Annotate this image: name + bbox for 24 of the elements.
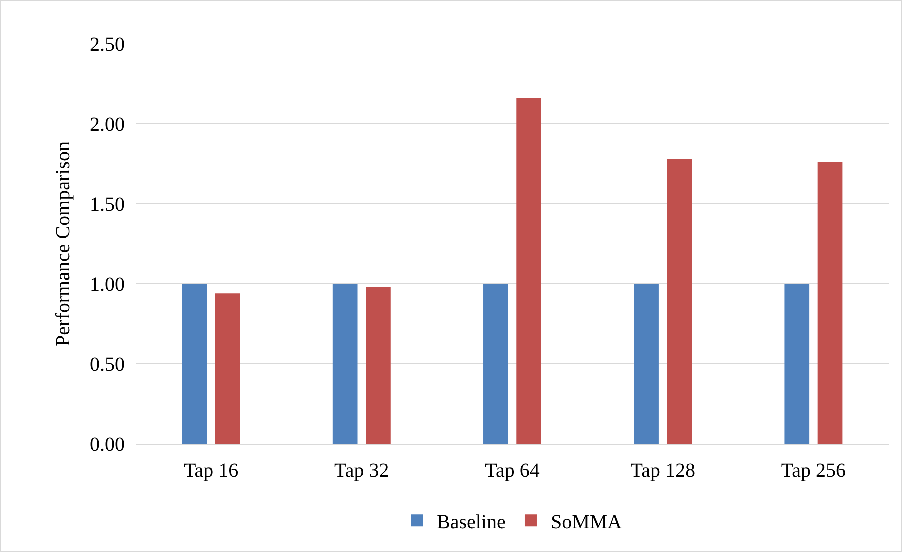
x-tick-label: Tap 128 <box>630 460 696 482</box>
bar <box>332 284 358 444</box>
bar <box>818 162 843 444</box>
x-tick-label: Tap 32 <box>334 460 390 482</box>
y-axis-title: Performance Comparison <box>52 142 74 346</box>
x-tick-label: Tap 64 <box>485 460 540 482</box>
x-tick-label: Tap 16 <box>184 460 239 482</box>
y-tick-label: 1.50 <box>90 194 125 216</box>
bar <box>215 294 240 444</box>
legend-label: Baseline <box>437 511 506 534</box>
bar <box>484 284 508 444</box>
bar <box>634 284 659 444</box>
bar <box>784 284 810 444</box>
legend-label: SoMMA <box>550 511 623 534</box>
x-tick-label: Tap 256 <box>781 460 846 482</box>
bar <box>182 284 208 444</box>
y-tick-label: 1.00 <box>90 274 125 296</box>
y-tick-label: 2.00 <box>90 114 125 136</box>
bar <box>516 98 542 444</box>
y-tick-label: 0.00 <box>90 434 125 456</box>
y-tick-label: 2.50 <box>90 34 125 56</box>
bar <box>667 159 692 444</box>
bar <box>366 287 391 444</box>
y-tick-label: 0.50 <box>90 354 125 376</box>
